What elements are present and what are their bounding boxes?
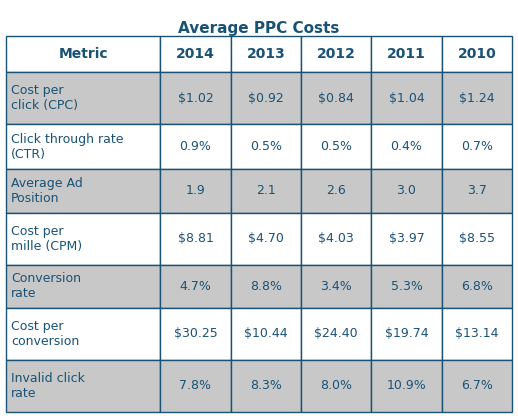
Text: $1.02: $1.02 <box>178 92 213 104</box>
Text: $24.40: $24.40 <box>314 327 358 340</box>
Bar <box>371 360 442 412</box>
Bar <box>442 360 512 412</box>
Text: $3.97: $3.97 <box>388 232 424 245</box>
Text: 3.7: 3.7 <box>467 185 487 198</box>
Bar <box>6 72 161 124</box>
Text: 0.7%: 0.7% <box>461 140 493 154</box>
Bar <box>231 72 301 124</box>
Bar <box>301 265 371 308</box>
Bar <box>6 265 161 308</box>
Bar <box>6 169 161 213</box>
Bar <box>442 169 512 213</box>
Bar <box>161 213 231 265</box>
Bar <box>371 124 442 169</box>
Text: $1.24: $1.24 <box>459 92 495 104</box>
Bar <box>301 308 371 360</box>
Bar <box>442 308 512 360</box>
Text: 2.1: 2.1 <box>256 185 276 198</box>
Text: $8.81: $8.81 <box>178 232 213 245</box>
Bar <box>442 72 512 124</box>
Text: Average Ad
Position: Average Ad Position <box>11 177 83 205</box>
Text: 0.5%: 0.5% <box>320 140 352 154</box>
Text: 4.7%: 4.7% <box>180 280 211 293</box>
Text: Conversion
rate: Conversion rate <box>11 272 81 300</box>
Bar <box>231 36 301 72</box>
Text: 3.0: 3.0 <box>397 185 416 198</box>
Text: $0.92: $0.92 <box>248 92 284 104</box>
Text: $4.03: $4.03 <box>318 232 354 245</box>
Text: 0.5%: 0.5% <box>250 140 282 154</box>
Bar <box>371 36 442 72</box>
Bar <box>6 360 161 412</box>
Text: 6.8%: 6.8% <box>461 280 493 293</box>
Bar <box>231 360 301 412</box>
Text: 3.4%: 3.4% <box>320 280 352 293</box>
Text: 2.6: 2.6 <box>326 185 346 198</box>
Text: Metric: Metric <box>59 47 108 61</box>
Bar <box>442 124 512 169</box>
Bar <box>301 169 371 213</box>
Bar <box>6 308 161 360</box>
Text: Cost per
conversion: Cost per conversion <box>11 320 79 348</box>
Bar <box>231 265 301 308</box>
Text: 2012: 2012 <box>316 47 355 61</box>
Bar <box>161 124 231 169</box>
Bar <box>231 308 301 360</box>
Text: $10.44: $10.44 <box>244 327 287 340</box>
Text: $30.25: $30.25 <box>174 327 218 340</box>
Text: $8.55: $8.55 <box>459 232 495 245</box>
Text: 8.3%: 8.3% <box>250 379 282 392</box>
Text: $1.04: $1.04 <box>388 92 424 104</box>
Text: 1.9: 1.9 <box>185 185 205 198</box>
Text: 0.9%: 0.9% <box>180 140 211 154</box>
Text: 5.3%: 5.3% <box>391 280 423 293</box>
Text: Invalid click
rate: Invalid click rate <box>11 372 85 400</box>
Bar <box>161 72 231 124</box>
Text: $0.84: $0.84 <box>318 92 354 104</box>
Bar <box>371 213 442 265</box>
Bar <box>6 36 161 72</box>
Text: 2011: 2011 <box>387 47 426 61</box>
Bar <box>442 265 512 308</box>
Bar <box>442 36 512 72</box>
Bar <box>161 169 231 213</box>
Bar <box>6 124 161 169</box>
Text: 6.7%: 6.7% <box>461 379 493 392</box>
Bar <box>161 360 231 412</box>
Bar <box>301 124 371 169</box>
Bar <box>231 169 301 213</box>
Bar <box>231 213 301 265</box>
Text: 2010: 2010 <box>457 47 496 61</box>
Text: Average PPC Costs: Average PPC Costs <box>178 21 340 36</box>
Bar <box>371 72 442 124</box>
Text: 8.0%: 8.0% <box>320 379 352 392</box>
Bar <box>371 169 442 213</box>
Bar <box>301 213 371 265</box>
Text: Click through rate
(CTR): Click through rate (CTR) <box>11 133 123 161</box>
Bar <box>161 265 231 308</box>
Text: 2013: 2013 <box>247 47 285 61</box>
Bar <box>442 213 512 265</box>
Bar <box>301 72 371 124</box>
Bar <box>371 308 442 360</box>
Bar <box>231 124 301 169</box>
Bar <box>301 36 371 72</box>
Bar <box>161 36 231 72</box>
Bar <box>301 360 371 412</box>
Bar <box>161 308 231 360</box>
Text: 7.8%: 7.8% <box>180 379 211 392</box>
Text: 0.4%: 0.4% <box>391 140 423 154</box>
Text: 2014: 2014 <box>176 47 215 61</box>
Text: 10.9%: 10.9% <box>386 379 426 392</box>
Text: $4.70: $4.70 <box>248 232 284 245</box>
Bar <box>6 213 161 265</box>
Text: Cost per
click (CPC): Cost per click (CPC) <box>11 84 78 112</box>
Bar <box>371 265 442 308</box>
Text: 8.8%: 8.8% <box>250 280 282 293</box>
Text: Cost per
mille (CPM): Cost per mille (CPM) <box>11 225 82 253</box>
Text: $13.14: $13.14 <box>455 327 499 340</box>
Text: $19.74: $19.74 <box>385 327 428 340</box>
